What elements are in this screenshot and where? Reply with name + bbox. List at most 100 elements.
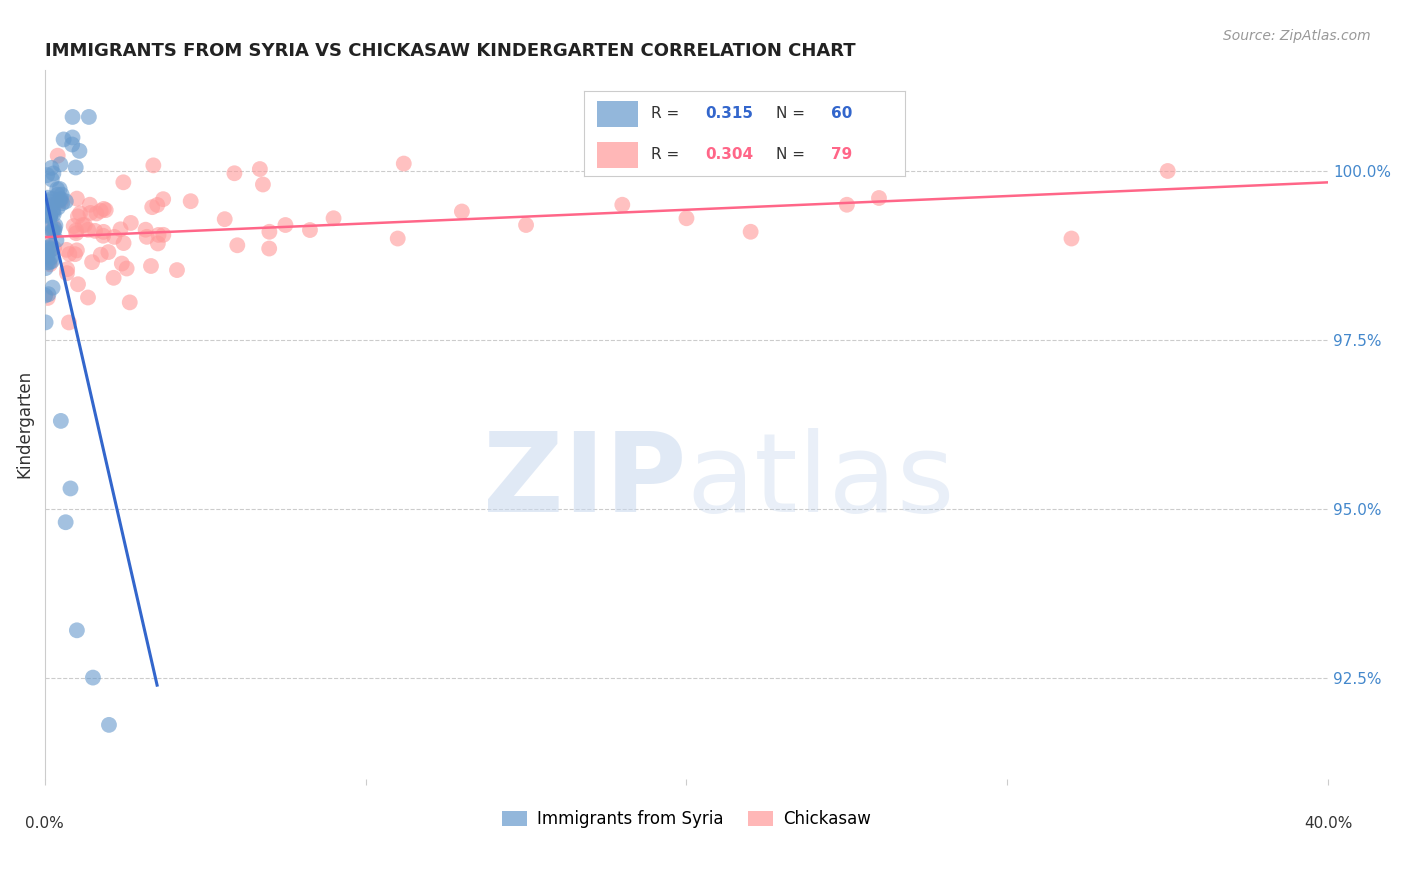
Text: Source: ZipAtlas.com: Source: ZipAtlas.com — [1223, 29, 1371, 44]
Point — [612, 198, 634, 212]
Point — [48, 193, 70, 207]
Point — [97, 245, 120, 260]
Point — [58, 316, 80, 330]
Point — [257, 242, 280, 256]
Point — [65, 226, 87, 240]
Point — [1060, 231, 1083, 245]
Point — [66, 624, 89, 638]
Point — [39, 251, 62, 265]
Point — [55, 515, 77, 529]
Point — [252, 178, 274, 192]
Point — [46, 201, 69, 215]
Point — [44, 219, 66, 233]
Point — [835, 198, 858, 212]
Point — [42, 204, 65, 219]
Point — [56, 262, 79, 277]
Point — [51, 187, 73, 202]
Legend: Immigrants from Syria, Chickasaw: Immigrants from Syria, Chickasaw — [495, 803, 877, 834]
Point — [387, 231, 409, 245]
Point — [37, 249, 59, 263]
Point — [82, 671, 104, 685]
Text: 0.0%: 0.0% — [25, 816, 65, 831]
Point — [63, 247, 86, 261]
Point — [146, 236, 169, 251]
Point — [79, 197, 101, 211]
Point — [93, 202, 115, 216]
Point — [44, 222, 66, 236]
Point — [98, 718, 121, 732]
Point — [34, 288, 56, 302]
Point — [55, 194, 77, 209]
Text: 40.0%: 40.0% — [1303, 816, 1353, 831]
Point — [51, 196, 73, 211]
Point — [56, 266, 79, 280]
Point — [48, 182, 70, 196]
Point — [115, 261, 138, 276]
Point — [94, 203, 117, 218]
Point — [59, 482, 82, 496]
Point — [322, 211, 344, 226]
Point — [37, 191, 59, 205]
Point — [86, 206, 108, 220]
Point — [274, 218, 297, 232]
Point — [77, 291, 100, 305]
Point — [65, 223, 87, 237]
Point — [67, 144, 90, 158]
Point — [60, 137, 83, 152]
Point — [34, 261, 56, 276]
Point — [112, 235, 135, 250]
Point — [152, 227, 174, 242]
Text: atlas: atlas — [686, 427, 955, 534]
Point — [62, 130, 84, 145]
Point — [166, 263, 188, 277]
Point — [41, 198, 63, 212]
Point — [41, 161, 63, 175]
Point — [42, 166, 65, 180]
Point — [141, 200, 163, 214]
Point — [139, 259, 162, 273]
Point — [62, 110, 84, 124]
Point — [69, 206, 91, 220]
Point — [42, 207, 65, 221]
Point — [37, 255, 59, 269]
Point — [39, 208, 62, 222]
Text: IMMIGRANTS FROM SYRIA VS CHICKASAW KINDERGARTEN CORRELATION CHART: IMMIGRANTS FROM SYRIA VS CHICKASAW KINDE… — [45, 42, 855, 60]
Point — [120, 216, 142, 230]
Point — [65, 161, 87, 175]
Point — [152, 192, 174, 206]
Point — [62, 219, 84, 233]
Point — [34, 315, 56, 329]
Point — [42, 224, 65, 238]
Point — [41, 192, 63, 206]
Point — [91, 228, 114, 243]
Point — [37, 291, 59, 305]
Point — [112, 175, 135, 189]
Point — [259, 225, 281, 239]
Point — [46, 187, 69, 202]
Point — [110, 222, 132, 236]
Point — [35, 199, 58, 213]
Point — [46, 182, 69, 196]
Point — [80, 255, 103, 269]
Point — [142, 158, 165, 172]
Point — [249, 162, 271, 177]
Point — [111, 256, 134, 270]
Point — [38, 241, 60, 255]
Point — [90, 203, 112, 218]
Point — [66, 244, 89, 258]
Point — [146, 198, 169, 212]
Point — [45, 233, 67, 247]
Point — [39, 243, 62, 257]
Point — [38, 194, 60, 209]
Point — [135, 230, 157, 244]
Point — [39, 209, 62, 223]
Point — [180, 194, 202, 209]
Point — [42, 241, 65, 255]
Point — [37, 231, 59, 245]
Point — [41, 172, 63, 186]
Point — [675, 211, 697, 226]
Point — [39, 218, 62, 232]
Y-axis label: Kindergarten: Kindergarten — [15, 370, 32, 478]
Point — [42, 202, 65, 217]
Point — [90, 248, 112, 262]
